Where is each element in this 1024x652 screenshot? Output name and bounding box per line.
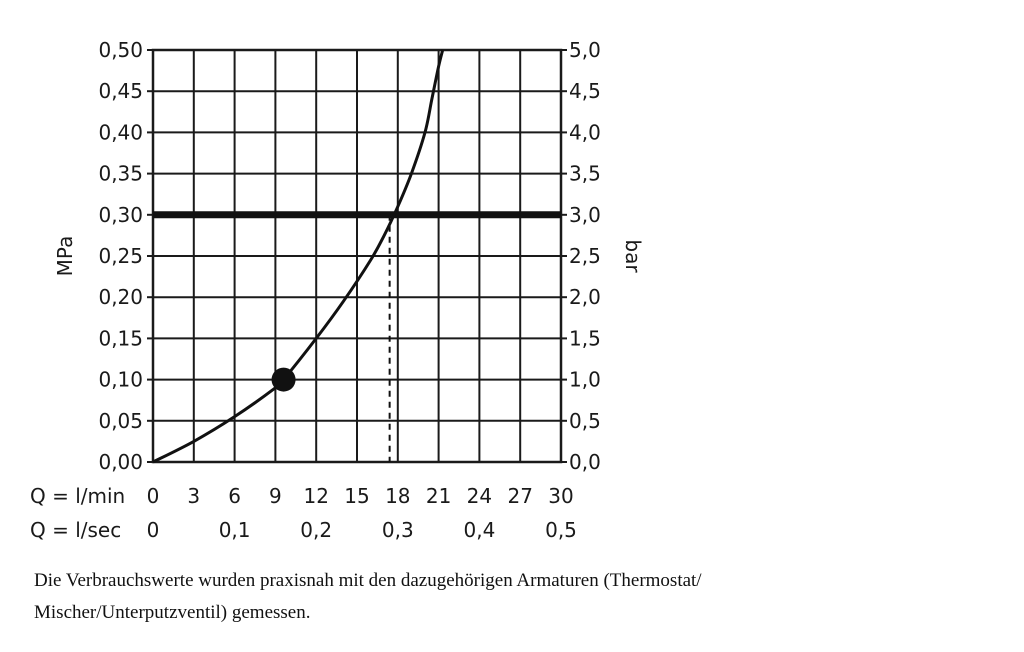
operating-point: [271, 367, 296, 392]
x-row2-tick-label: 0,2: [300, 518, 332, 542]
x-row1-tick-label: 6: [228, 484, 241, 508]
left-tick-label: 0,45: [98, 79, 143, 103]
x-row2-tick-label: 0,5: [545, 518, 577, 542]
chart-marks: [152, 49, 561, 464]
right-tick-label: 0,5: [569, 409, 601, 433]
x-row1-tick-label: 30: [548, 484, 573, 508]
x-row1-tick-label: 21: [426, 484, 451, 508]
x-row2-tick-label: 0,1: [219, 518, 251, 542]
left-tick-label: 0,30: [98, 203, 143, 227]
chart-grid: [147, 48, 567, 464]
x-row1-tick-label: 24: [467, 484, 492, 508]
right-tick-label: 1,0: [569, 368, 601, 392]
x-row1-tick-label: 3: [187, 484, 200, 508]
caption: Die Verbrauchswerte wurden praxisnah mit…: [34, 565, 994, 629]
right-tick-label: 0,0: [569, 450, 601, 474]
right-tick-label: 3,5: [569, 162, 601, 186]
left-tick-label: 0,00: [98, 450, 143, 474]
right-tick-label: 3,0: [569, 203, 601, 227]
x-row2-tick-label: 0: [147, 518, 160, 542]
left-tick-label: 0,40: [98, 120, 143, 144]
x-row1-tick-label: 9: [269, 484, 282, 508]
left-tick-label: 0,15: [98, 326, 143, 350]
x-row1-tick-label: 18: [385, 484, 410, 508]
x-row1-tick-label: 15: [344, 484, 369, 508]
right-tick-label: 5,0: [569, 38, 601, 62]
left-tick-label: 0,10: [98, 368, 143, 392]
right-tick-label: 4,0: [569, 120, 601, 144]
left-tick-label: 0,50: [98, 38, 143, 62]
left-tick-label: 0,05: [98, 409, 143, 433]
chart-labels: 0,000,050,100,150,200,250,300,350,400,45…: [30, 38, 645, 542]
x-row1-axis-label: Q = l/min: [30, 484, 125, 508]
x-row1-tick-label: 27: [507, 484, 532, 508]
x-row2-tick-label: 0,3: [382, 518, 414, 542]
right-tick-label: 2,5: [569, 244, 601, 268]
x-row1-tick-label: 12: [303, 484, 328, 508]
plot-frame: [151, 48, 563, 464]
left-tick-label: 0,25: [98, 244, 143, 268]
right-axis-title: bar: [621, 239, 645, 273]
x-row1-tick-label: 0: [147, 484, 160, 508]
x-row2-tick-label: 0,4: [463, 518, 495, 542]
right-tick-label: 2,0: [569, 285, 601, 309]
flow-pressure-chart: 0,000,050,100,150,200,250,300,350,400,45…: [30, 38, 645, 542]
left-tick-label: 0,35: [98, 162, 143, 186]
right-tick-label: 1,5: [569, 326, 601, 350]
caption-line-1: Die Verbrauchswerte wurden praxisnah mit…: [34, 570, 702, 591]
x-row2-axis-label: Q = l/sec: [30, 518, 121, 542]
right-tick-label: 4,5: [569, 79, 601, 103]
left-tick-label: 0,20: [98, 285, 143, 309]
caption-line-2: Mischer/Unterputzventil) gemessen.: [34, 602, 311, 623]
left-axis-title: MPa: [53, 236, 77, 277]
flow-curve: [152, 49, 445, 464]
